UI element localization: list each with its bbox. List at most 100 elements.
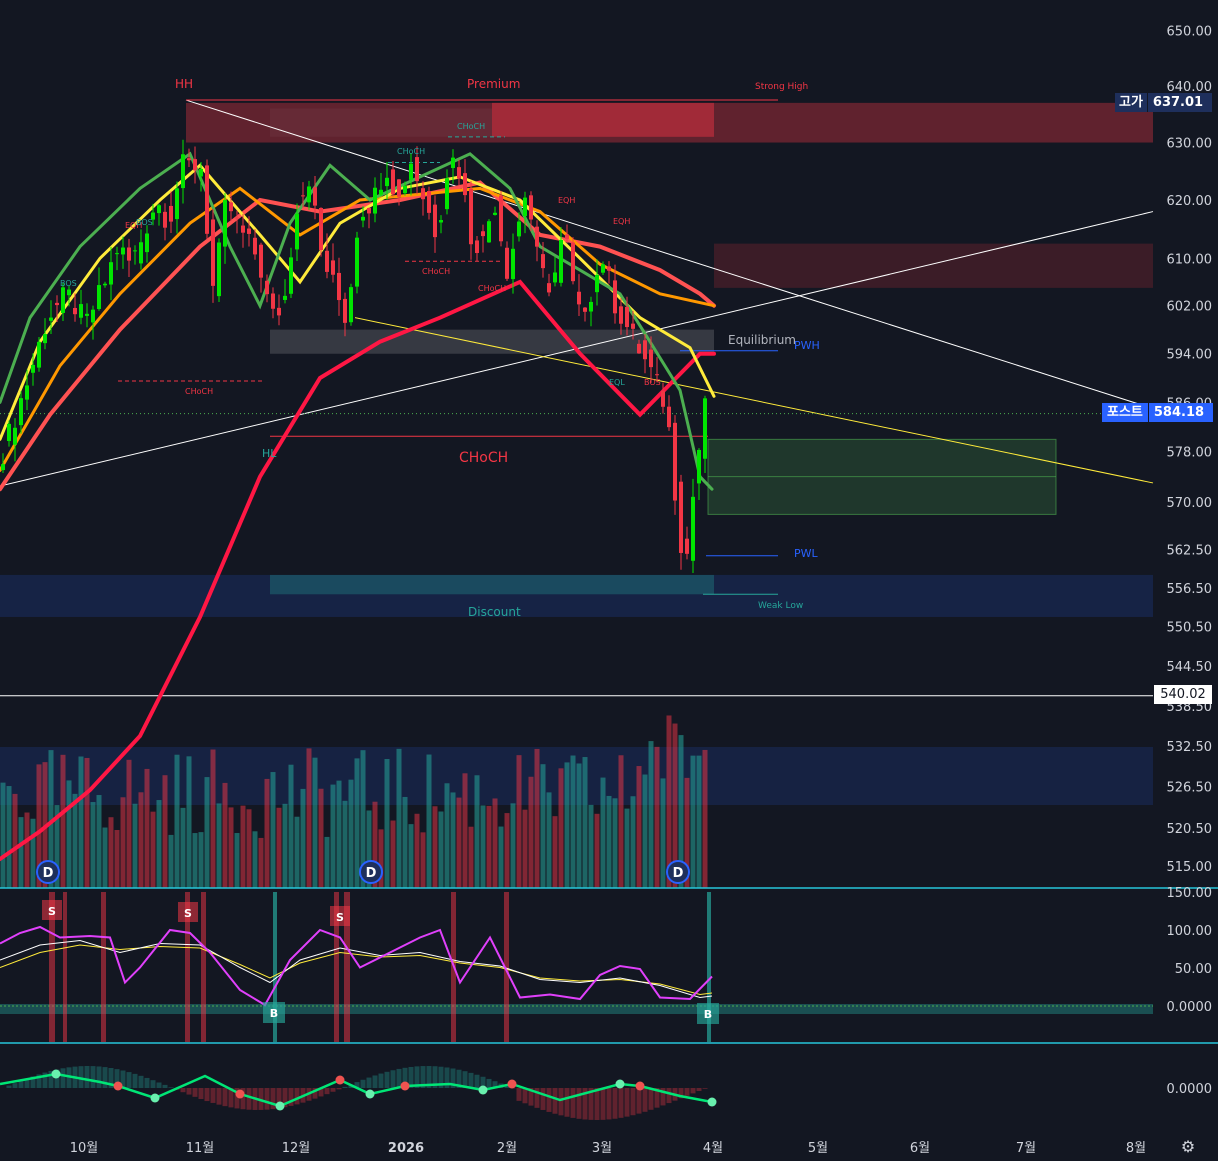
volume-bar [228,807,234,888]
candle-body [547,283,551,293]
volume-bar [72,793,78,888]
momentum-bar [456,1069,462,1088]
candle-body [91,309,95,323]
y-tick-label: 520.50 [1167,822,1213,837]
momentum-dot [400,1081,410,1091]
momentum-bar [486,1078,492,1088]
y-tick-label: 578.00 [1167,446,1213,461]
momentum-bar [462,1071,468,1088]
y-tick-label: 610.00 [1167,252,1213,267]
premium-left-shade [270,108,492,137]
volume-bar [528,776,534,888]
candle-body [205,165,209,234]
momentum-bar [552,1088,558,1114]
annotation-strong-high: Strong High [755,82,809,92]
candle-body [385,177,389,187]
momentum-bar [108,1067,114,1088]
sell-signal-bar [201,892,206,1042]
candle-body [307,186,311,203]
momentum-bar [414,1066,420,1088]
volume-bar [288,764,294,888]
volume-bar [582,757,588,888]
label-eqh-2: EQH [558,196,576,205]
settings-gear-icon[interactable]: ⚙ [1180,1137,1196,1156]
momentum-bar [6,1085,12,1088]
momentum-bar [642,1088,648,1112]
line-price-badge: 540.02 [1154,685,1212,704]
candle-body [121,247,125,255]
candle-body [247,228,251,234]
candle-body [13,427,17,445]
volume-bar [294,816,300,888]
volume-bar [696,755,702,888]
momentum-bar [60,1068,66,1088]
momentum-bar [66,1067,72,1088]
candle-body [673,422,677,501]
volume-bar [24,812,30,888]
candle-body [607,266,611,271]
candle-body [67,289,71,296]
momentum-bar [12,1083,18,1088]
volume-bar [606,795,612,888]
candle-body [481,231,485,237]
volume-bar [444,783,450,888]
sell-signal-bar [334,892,339,1042]
momentum-bar [564,1088,570,1117]
momentum-bar [228,1088,234,1108]
candle-body [277,307,281,316]
momentum-bar [372,1075,378,1088]
x-tick-label: 6월 [910,1141,930,1156]
x-tick-label: 8월 [1126,1141,1146,1156]
volume-bar [486,805,492,888]
candle-body [697,449,701,484]
volume-bar [660,778,666,888]
candle-body [85,313,89,316]
momentum-bar [570,1088,576,1118]
momentum-bar [270,1088,276,1110]
momentum-bar [84,1066,90,1088]
candle-body [703,398,707,459]
momentum-bar [168,1087,174,1088]
momentum-bar [384,1071,390,1088]
moving-averages-layer [0,151,716,861]
ema-200 [0,279,716,861]
y-tick-label: 620.00 [1167,194,1213,209]
momentum-tick-label: 0.0000 [1167,1082,1213,1097]
candle-body [463,173,467,196]
last-badge-value: 584.18 [1147,403,1213,422]
y-tick-label: 640.00 [1167,80,1213,95]
label-choch-2: CHoCH [397,147,426,156]
label-eqh-1: EQH [125,221,143,230]
volume-bar [30,818,36,888]
volume-bar [702,749,708,888]
volume-bar [456,797,462,888]
momentum-bar [426,1066,432,1088]
volume-bar [150,811,156,888]
sell-signal-bar [504,892,509,1042]
volume-bar [234,833,240,888]
volume-bar [222,782,228,888]
volume-bar [690,755,696,888]
momentum-bar [102,1067,108,1088]
annotation-weak-low: Weak Low [758,601,804,611]
candle-body [571,242,575,282]
momentum-dot [113,1081,123,1091]
volume-bar [90,802,96,888]
candle-body [589,301,593,312]
x-tick-label: 12월 [282,1141,311,1156]
buy-badge-label: B [270,1007,278,1020]
candle-body [355,237,359,287]
candle-body [145,233,149,253]
volume-bar [570,755,576,888]
candle-body [469,188,473,245]
momentum-bar [36,1074,42,1088]
annotation-hh: HH [175,77,194,91]
candle-body [223,200,227,247]
momentum-dot [507,1079,517,1089]
momentum-bar [282,1088,288,1108]
osc-signal-line [0,944,713,996]
osc-zero-band [0,1004,1153,1014]
momentum-dot [235,1089,245,1099]
